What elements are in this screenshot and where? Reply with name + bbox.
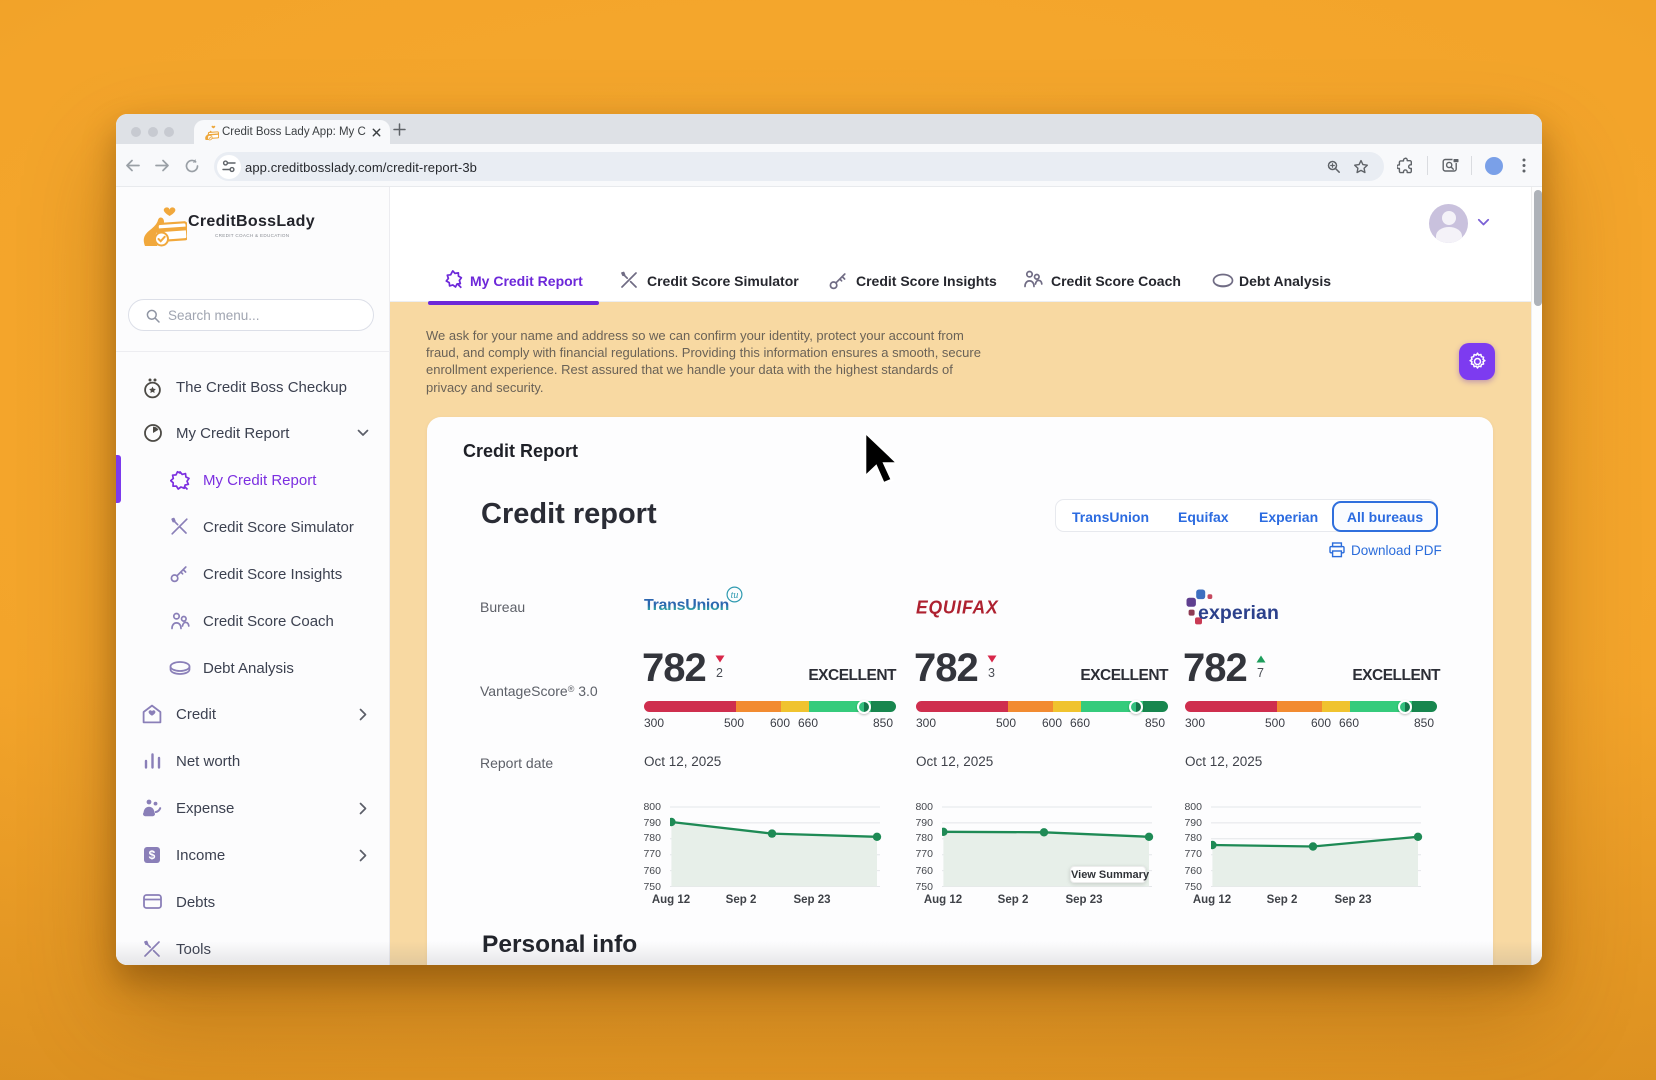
- svg-text:$: $: [149, 848, 156, 862]
- svg-text:tu: tu: [731, 590, 739, 601]
